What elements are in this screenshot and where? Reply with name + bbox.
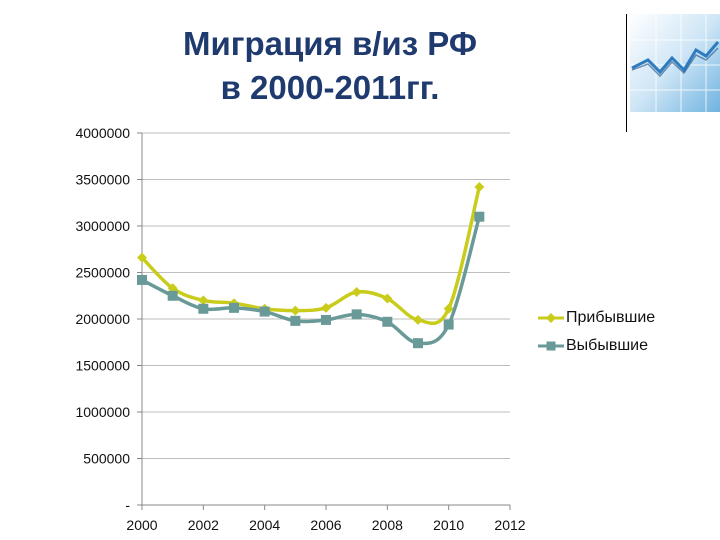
logo-divider — [626, 14, 627, 132]
data-point — [290, 315, 301, 326]
legend-swatch-departures — [538, 341, 564, 351]
legend-swatch-arrivals — [538, 313, 564, 323]
chart-title-line1: Миграция в/из РФ — [182, 25, 478, 62]
data-point — [413, 338, 423, 349]
legend-label-departures: Выбывшие — [566, 337, 649, 354]
data-point — [351, 287, 362, 298]
x-tick-label: 2004 — [249, 517, 280, 533]
series-line — [140, 186, 482, 326]
y-tick-label: 2500000 — [75, 265, 130, 281]
axis-layer: - 500000 1000000 1500000 2000000 2500000 30000… — [75, 125, 525, 533]
data-point — [474, 211, 485, 222]
data-point — [259, 306, 270, 317]
series-departures — [137, 211, 485, 349]
grid-layer — [142, 132, 510, 459]
data-point — [167, 290, 178, 301]
data-point — [413, 314, 423, 325]
legend-marker-departures — [546, 341, 556, 351]
data-point — [382, 293, 393, 304]
legend-marker-arrivals — [546, 313, 556, 323]
x-tick-label: 2012 — [494, 517, 525, 533]
data-point — [321, 302, 331, 313]
x-tick-label: 2000 — [126, 517, 157, 533]
legend-item-arrivals: Прибывшие — [538, 304, 655, 332]
x-tick-label: 2008 — [372, 517, 403, 533]
x-tick-label: 2002 — [188, 517, 219, 533]
data-point — [198, 303, 209, 314]
y-tick-label: 2000000 — [75, 311, 130, 327]
legend-label-arrivals: Прибывшие — [566, 309, 656, 326]
y-tick-label: 1500000 — [75, 358, 130, 374]
data-point — [290, 305, 301, 316]
y-tick-label: 1000000 — [75, 404, 130, 420]
data-point — [443, 319, 454, 330]
data-point — [351, 309, 362, 320]
data-point — [474, 181, 485, 192]
legend: Прибывшие Выбывшие — [538, 304, 655, 360]
y-tick-label: 4000000 — [75, 125, 130, 141]
y-tick-label: 3000000 — [75, 218, 130, 234]
x-tick-label: 2010 — [433, 517, 464, 533]
data-point — [321, 314, 331, 325]
chart-title: Миграция в/из РФ в 2000-2011гг. — [120, 22, 540, 110]
data-point — [137, 252, 147, 263]
data-point — [229, 302, 239, 313]
data-point — [443, 303, 454, 314]
y-tick-label: - — [125, 497, 130, 513]
legend-item-departures: Выбывшие — [538, 332, 655, 360]
data-point — [137, 274, 147, 285]
y-tick-label: 3500000 — [75, 172, 130, 188]
y-tick-label: 500000 — [83, 451, 130, 467]
data-point — [198, 295, 209, 306]
series-layer — [137, 181, 485, 349]
chart-trend-icon — [630, 14, 720, 112]
chart-title-line2: в 2000-2011гг. — [220, 69, 440, 106]
x-tick-label: 2006 — [310, 517, 341, 533]
data-point — [382, 316, 393, 327]
